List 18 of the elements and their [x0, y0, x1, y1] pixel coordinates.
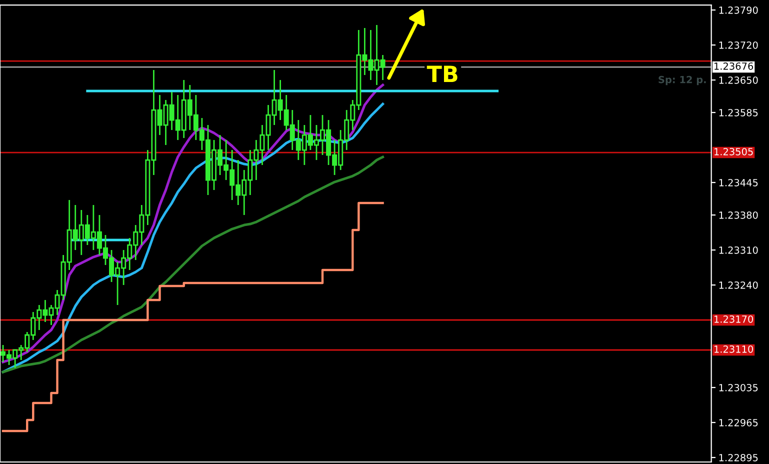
- y-tick-label: 1.22895: [719, 454, 758, 462]
- y-tick-label: 1.23035: [719, 384, 758, 392]
- y-tick-label: 1.23790: [719, 6, 758, 14]
- y-tick-label: 1.22965: [719, 418, 758, 426]
- text: Sp: 12 p.: [658, 76, 706, 86]
- y-tick-label: 1.23720: [719, 41, 758, 49]
- y-tick-label: 1.23585: [719, 108, 758, 116]
- y-tick-label: 1.23650: [719, 76, 758, 84]
- annotation: TB: [426, 66, 458, 82]
- y-tick-label: 1.23310: [719, 246, 758, 254]
- ref-line-label: 1.23110: [714, 345, 754, 353]
- y-tick-label: 1.23380: [719, 211, 758, 219]
- ref-line-label: 1.23170: [714, 315, 754, 323]
- y-tick-label: 1.23445: [719, 178, 758, 186]
- ref-line-label: 1.23505: [714, 148, 753, 156]
- line-series: [2, 156, 384, 374]
- y-tick-label: 1.23240: [719, 281, 758, 289]
- ref-line-label: 1.23676: [714, 62, 754, 70]
